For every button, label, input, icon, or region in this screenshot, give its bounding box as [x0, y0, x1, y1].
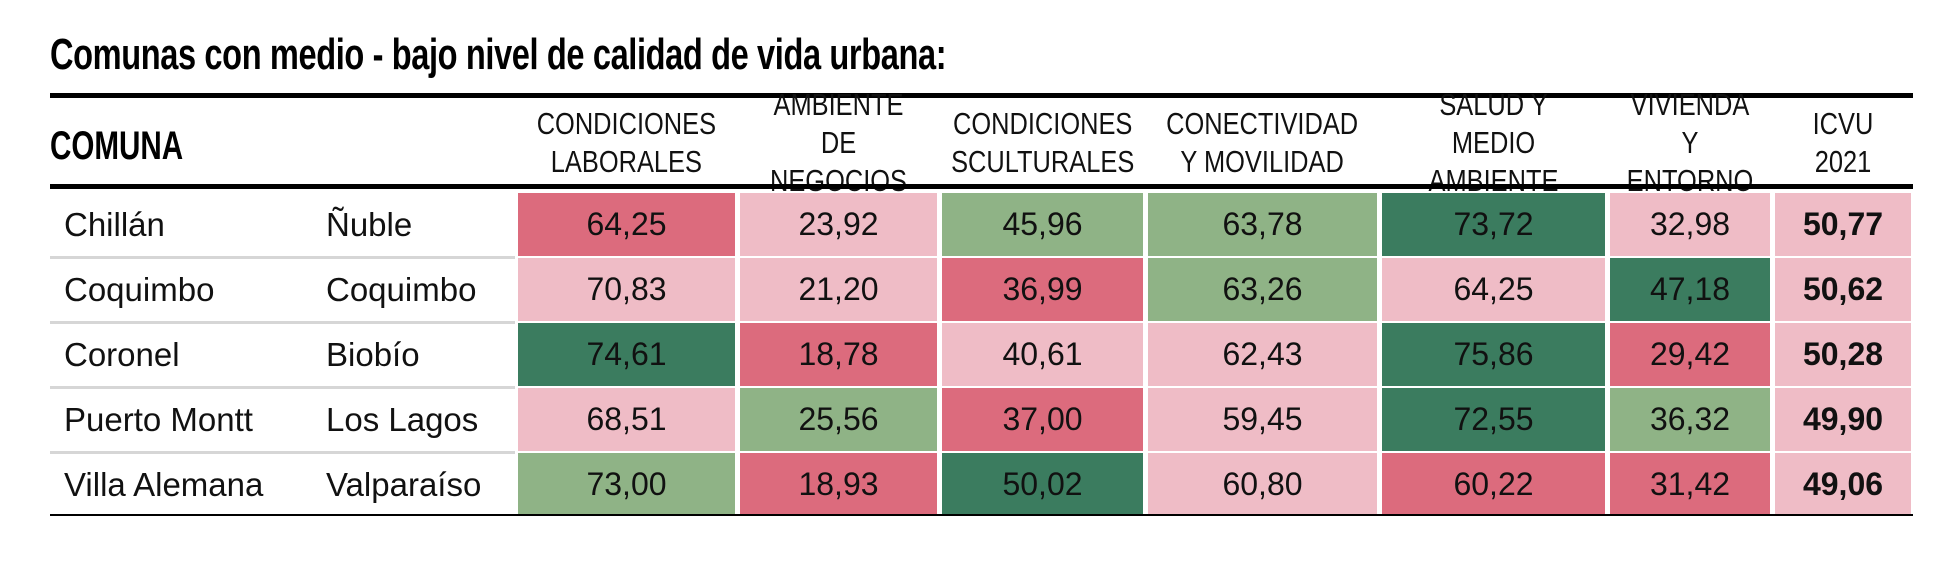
icvu-cell: 50,62 — [1775, 258, 1911, 321]
score-cell: 18,78 — [740, 323, 937, 386]
header-comuna: COMUNA — [50, 124, 184, 168]
column-header-3: CONDICIONES SCULTURALES — [942, 104, 1143, 182]
icvu-cell: 50,77 — [1775, 193, 1911, 256]
score-cell: 75,86 — [1382, 323, 1605, 386]
table-row: Coronel Biobío 74,61 18,78 40,61 62,43 75,86 29… — [0, 323, 1954, 387]
score-cell: 62,43 — [1148, 323, 1377, 386]
column-header-4: CONECTIVIDAD Y MOVILIDAD — [1148, 104, 1377, 182]
column-header-label: AMBIENTE DE NEGOCIOS — [769, 87, 908, 198]
score-cell: 68,51 — [518, 388, 735, 451]
table-row: Puerto Montt Los Lagos 68,51 25,56 37,00 59,4… — [0, 388, 1954, 452]
score-cell: 47,18 — [1610, 258, 1770, 321]
score-cell: 45,96 — [942, 193, 1143, 256]
column-header-label: CONDICIONES LABORALES — [536, 106, 717, 179]
score-cell: 60,22 — [1382, 453, 1605, 516]
header-rule — [50, 184, 1913, 189]
row-separator — [50, 256, 515, 259]
top-rule — [50, 93, 1913, 98]
column-header-label: ICVU 2021 — [1812, 106, 1874, 179]
comuna-name: Puerto Montt — [64, 401, 253, 438]
bottom-rule — [50, 514, 1913, 516]
score-cell: 36,99 — [942, 258, 1143, 321]
score-cell: 31,42 — [1610, 453, 1770, 516]
column-header-6: VIVIENDA Y ENTORNO — [1610, 87, 1770, 198]
score-cell: 63,26 — [1148, 258, 1377, 321]
column-header-label: VIVIENDA Y ENTORNO — [1626, 87, 1754, 198]
score-cell: 64,25 — [518, 193, 735, 256]
score-cell: 23,92 — [740, 193, 937, 256]
row-separator — [50, 451, 515, 454]
comuna-name: Coquimbo — [64, 271, 215, 308]
table-row: Coquimbo Coquimbo 70,83 21,20 36,99 63,26 64,2… — [0, 258, 1954, 322]
comuna-name: Chillán — [64, 206, 165, 243]
region-name: Biobío — [326, 336, 420, 373]
column-header-label: CONDICIONES SCULTURALES — [950, 106, 1135, 179]
score-cell: 29,42 — [1610, 323, 1770, 386]
score-cell: 70,83 — [518, 258, 735, 321]
table-row: Chillán Ñuble 64,25 23,92 45,96 63,78 73,72 32,… — [0, 193, 1954, 257]
score-cell: 21,20 — [740, 258, 937, 321]
score-cell: 64,25 — [1382, 258, 1605, 321]
score-cell: 60,80 — [1148, 453, 1377, 516]
comuna-name: Coronel — [64, 336, 180, 373]
score-cell: 50,02 — [942, 453, 1143, 516]
score-cell: 25,56 — [740, 388, 937, 451]
region-name: Valparaíso — [326, 466, 482, 503]
region-name: Ñuble — [326, 206, 413, 243]
row-separator — [50, 386, 515, 389]
icvu-cell: 49,06 — [1775, 453, 1911, 516]
score-cell: 18,93 — [740, 453, 937, 516]
score-cell: 37,00 — [942, 388, 1143, 451]
column-header-7: ICVU 2021 — [1775, 104, 1911, 182]
column-header-1: CONDICIONES LABORALES — [518, 104, 735, 182]
score-cell: 36,32 — [1610, 388, 1770, 451]
row-separator — [50, 321, 515, 324]
icvu-cell: 49,90 — [1775, 388, 1911, 451]
comuna-name: Villa Alemana — [64, 466, 264, 503]
score-cell: 40,61 — [942, 323, 1143, 386]
score-cell: 72,55 — [1382, 388, 1605, 451]
score-cell: 73,00 — [518, 453, 735, 516]
table-title: Comunas con medio - bajo nivel de calida… — [50, 30, 947, 79]
score-cell: 73,72 — [1382, 193, 1605, 256]
table-row: Villa Alemana Valparaíso 73,00 18,93 50,02 60… — [0, 453, 1954, 517]
icvu-cell: 50,28 — [1775, 323, 1911, 386]
region-name: Coquimbo — [326, 271, 477, 308]
score-cell: 59,45 — [1148, 388, 1377, 451]
column-header-5: SALUD Y MEDIO AMBIENTE — [1382, 87, 1605, 198]
score-cell: 63,78 — [1148, 193, 1377, 256]
region-name: Los Lagos — [326, 401, 479, 438]
column-header-2: AMBIENTE DE NEGOCIOS — [740, 87, 937, 198]
score-cell: 74,61 — [518, 323, 735, 386]
score-cell: 32,98 — [1610, 193, 1770, 256]
column-header-label: CONECTIVIDAD Y MOVILIDAD — [1166, 106, 1359, 179]
column-header-label: SALUD Y MEDIO AMBIENTE — [1428, 87, 1559, 198]
